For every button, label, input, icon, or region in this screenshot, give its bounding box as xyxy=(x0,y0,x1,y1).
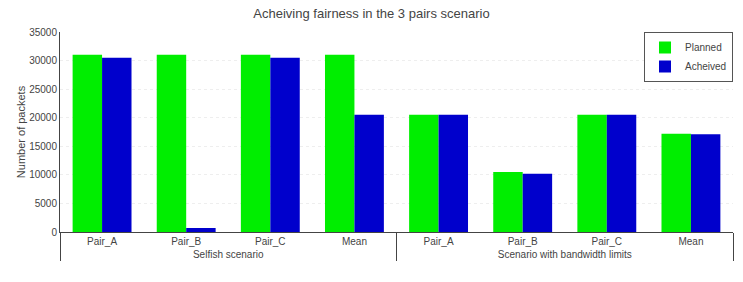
svg-text:Number of packets: Number of packets xyxy=(15,85,27,178)
svg-text:Pair_C: Pair_C xyxy=(592,236,623,247)
svg-text:Mean: Mean xyxy=(678,236,703,247)
svg-text:Scenario with bandwidth limits: Scenario with bandwidth limits xyxy=(498,249,632,260)
svg-text:20000: 20000 xyxy=(29,112,57,123)
svg-text:Pair_A: Pair_A xyxy=(87,236,117,247)
svg-text:Pair_C: Pair_C xyxy=(255,236,286,247)
svg-text:Pair_B: Pair_B xyxy=(508,236,538,247)
svg-text:25000: 25000 xyxy=(29,84,57,95)
svg-text:Acheiving fairness in the 3 pa: Acheiving fairness in the 3 pairs scenar… xyxy=(253,6,489,21)
svg-text:0: 0 xyxy=(51,227,57,238)
svg-text:Planned: Planned xyxy=(685,42,722,53)
svg-text:Pair_B: Pair_B xyxy=(171,236,201,247)
svg-text:Mean: Mean xyxy=(342,236,367,247)
svg-text:30000: 30000 xyxy=(29,55,57,66)
svg-text:Pair_A: Pair_A xyxy=(424,236,454,247)
svg-text:Selfish scenario: Selfish scenario xyxy=(193,249,264,260)
svg-text:35000: 35000 xyxy=(29,27,57,38)
svg-text:Acheived: Acheived xyxy=(685,61,726,72)
svg-text:10000: 10000 xyxy=(29,169,57,180)
svg-text:5000: 5000 xyxy=(35,198,58,209)
svg-text:15000: 15000 xyxy=(29,141,57,152)
